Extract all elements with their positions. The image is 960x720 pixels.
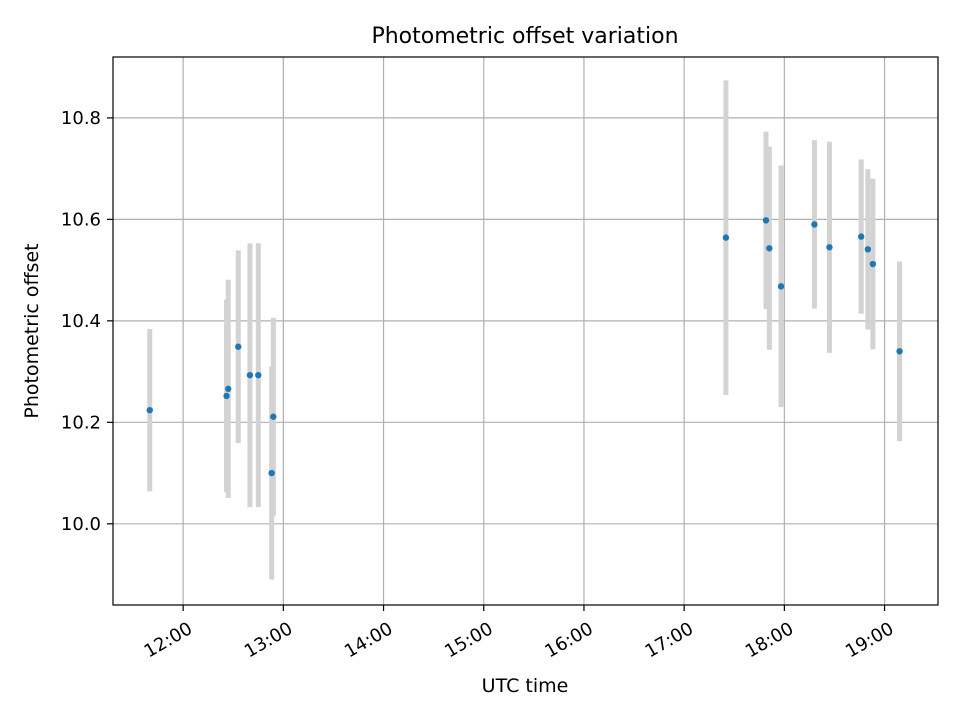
data-point [896,348,903,355]
y-axis-ticks: 10.0 10.2 10.4 10.6 10.8 [61,108,113,535]
data-point [762,217,770,224]
x-tick-label: 12:00 [141,618,196,662]
data-point [869,260,877,268]
chart-title: Photometric offset variation [371,24,678,49]
data-point [225,385,232,393]
x-tick-label: 19:00 [842,618,897,662]
y-tick-label: 10.0 [61,514,101,535]
data-point [246,371,254,379]
data-point [766,245,773,252]
x-tick-label: 15:00 [441,618,496,662]
data-point [270,413,277,420]
data-point [255,371,262,379]
data-point [268,469,275,477]
data-point [864,246,872,253]
x-tick-label: 16:00 [541,618,596,662]
data-point [235,343,242,350]
plot-frame [112,56,939,606]
data-point [223,392,230,400]
x-tick-label: 13:00 [241,618,296,662]
data-point [826,244,833,251]
data-point [857,233,865,240]
x-tick-label: 14:00 [341,618,396,662]
y-tick-label: 10.2 [61,412,101,433]
x-tick-label: 17:00 [642,618,697,662]
x-axis-label: UTC time [482,675,569,697]
y-tick-label: 10.8 [61,108,101,129]
y-tick-label: 10.6 [61,209,101,230]
error-bars [147,80,903,580]
data-point [722,234,730,241]
x-axis-ticks: 12:00 13:00 14:00 15:00 16:00 17:00 18:00 19:00 [141,605,897,662]
data-point [777,283,785,290]
y-axis-label: Photometric offset [21,243,43,418]
y-tick-label: 10.4 [61,311,101,332]
x-tick-label: 18:00 [742,618,797,662]
data-point [146,406,153,414]
data-point [811,221,818,228]
data-points [146,217,903,477]
